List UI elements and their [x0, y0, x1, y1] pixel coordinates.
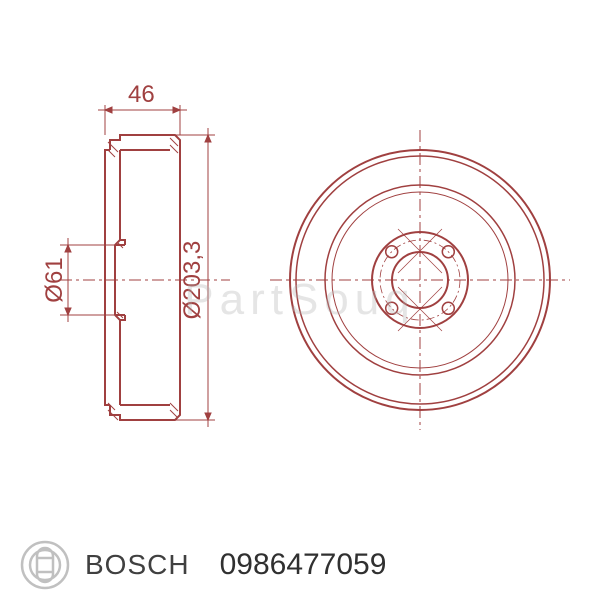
width-dimension-label: 46: [128, 81, 155, 108]
front-view-section: [260, 20, 580, 520]
part-number-label: 0986477059: [220, 548, 387, 582]
brand-bar: BOSCH 0986477059: [20, 540, 580, 590]
side-view-svg: 46 Ø61 Ø203,3: [20, 20, 240, 500]
outer-diameter-label: Ø203,3: [179, 241, 206, 320]
bosch-logo-icon: [20, 540, 70, 590]
brand-name-label: BOSCH: [85, 549, 190, 581]
bore-diameter-label: Ø61: [41, 257, 68, 302]
front-view-svg: [260, 20, 580, 500]
diagram-container: 46 Ø61 Ø203,3: [0, 0, 600, 600]
side-view-section: 46 Ø61 Ø203,3: [20, 20, 240, 520]
drawing-area: 46 Ø61 Ø203,3: [20, 20, 580, 520]
